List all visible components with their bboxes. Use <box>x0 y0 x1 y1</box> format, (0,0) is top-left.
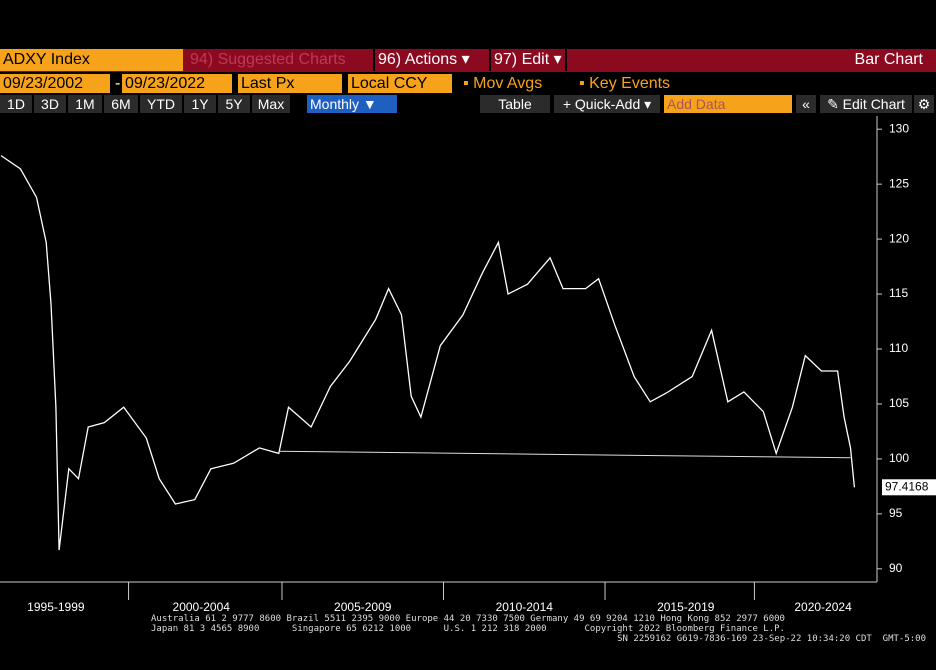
x-tick-label: 2010-2014 <box>496 600 554 614</box>
edit-chart[interactable]: ✎ Edit Chart <box>820 95 912 113</box>
y-tick-label: 110 <box>889 341 908 355</box>
range-button[interactable]: 5Y <box>218 95 250 113</box>
y-tick-label: 130 <box>889 121 909 135</box>
y-tick-label: 90 <box>889 561 903 575</box>
edit-menu[interactable]: 97) Edit ▾ <box>489 49 567 71</box>
x-tick-label: 2000-2004 <box>173 600 231 614</box>
range-button[interactable]: YTD <box>140 95 182 113</box>
suggested[interactable]: 94) Suggested Charts <box>187 49 349 71</box>
range-button[interactable]: 1Y <box>184 95 216 113</box>
mov-avgs[interactable]: ▪ Mov Avgs <box>463 75 543 92</box>
end-date[interactable]: 09/23/2022 <box>122 74 232 93</box>
start-date[interactable]: 09/23/2002 <box>0 74 110 93</box>
y-tick-label: 100 <box>889 451 909 465</box>
footer-line: SN 2259162 G619-7836-169 23-Sep-22 10:34… <box>617 634 926 644</box>
range-button[interactable]: 3D <box>34 95 66 113</box>
currency[interactable]: Local CCY <box>348 74 452 93</box>
quick-add[interactable]: + Quick-Add ▾ <box>554 95 660 113</box>
ticker[interactable]: ADXY Index <box>0 49 183 71</box>
x-tick-label: 2020-2024 <box>794 600 852 614</box>
y-tick-label: 105 <box>889 396 909 410</box>
actions-menu[interactable]: 96) Actions ▾ <box>373 49 473 71</box>
footer-line: Japan 81 3 4565 8900 Singapore 65 6212 1… <box>151 624 785 634</box>
chart-kind: Bar Chart <box>851 49 926 71</box>
x-tick-label: 2015-2019 <box>657 600 715 614</box>
table-button[interactable]: Table <box>480 95 550 113</box>
date-separator: - <box>115 75 121 92</box>
field[interactable]: Last Px <box>238 74 342 93</box>
add-data[interactable]: Add Data <box>664 95 792 113</box>
footer-line: Australia 61 2 9777 8600 Brazil 5511 239… <box>151 614 785 624</box>
key-events[interactable]: ▪ Key Events <box>579 75 671 92</box>
period[interactable]: Monthly ▼ <box>307 95 397 113</box>
key-events-label: Key Events <box>589 75 671 92</box>
settings-gear[interactable]: ⚙ <box>914 95 934 113</box>
x-tick-label: 2005-2009 <box>334 600 392 614</box>
range-button[interactable]: Max <box>252 95 290 113</box>
range-button[interactable]: 6M <box>104 95 138 113</box>
range-button[interactable]: 1M <box>68 95 102 113</box>
y-tick-label: 125 <box>889 176 909 190</box>
mov-avgs-label: Mov Avgs <box>473 75 543 92</box>
y-tick-label: 95 <box>889 506 903 520</box>
last-value-label: 97.4168 <box>885 479 929 493</box>
x-tick-label: 1995-1999 <box>27 600 85 614</box>
last-value-box <box>882 479 936 496</box>
range-button[interactable]: 1D <box>0 95 32 113</box>
back-button[interactable]: « <box>796 95 816 113</box>
y-tick-label: 115 <box>889 286 908 300</box>
y-tick-label: 120 <box>889 231 909 245</box>
price-line <box>0 155 856 551</box>
trend-line <box>278 450 851 459</box>
